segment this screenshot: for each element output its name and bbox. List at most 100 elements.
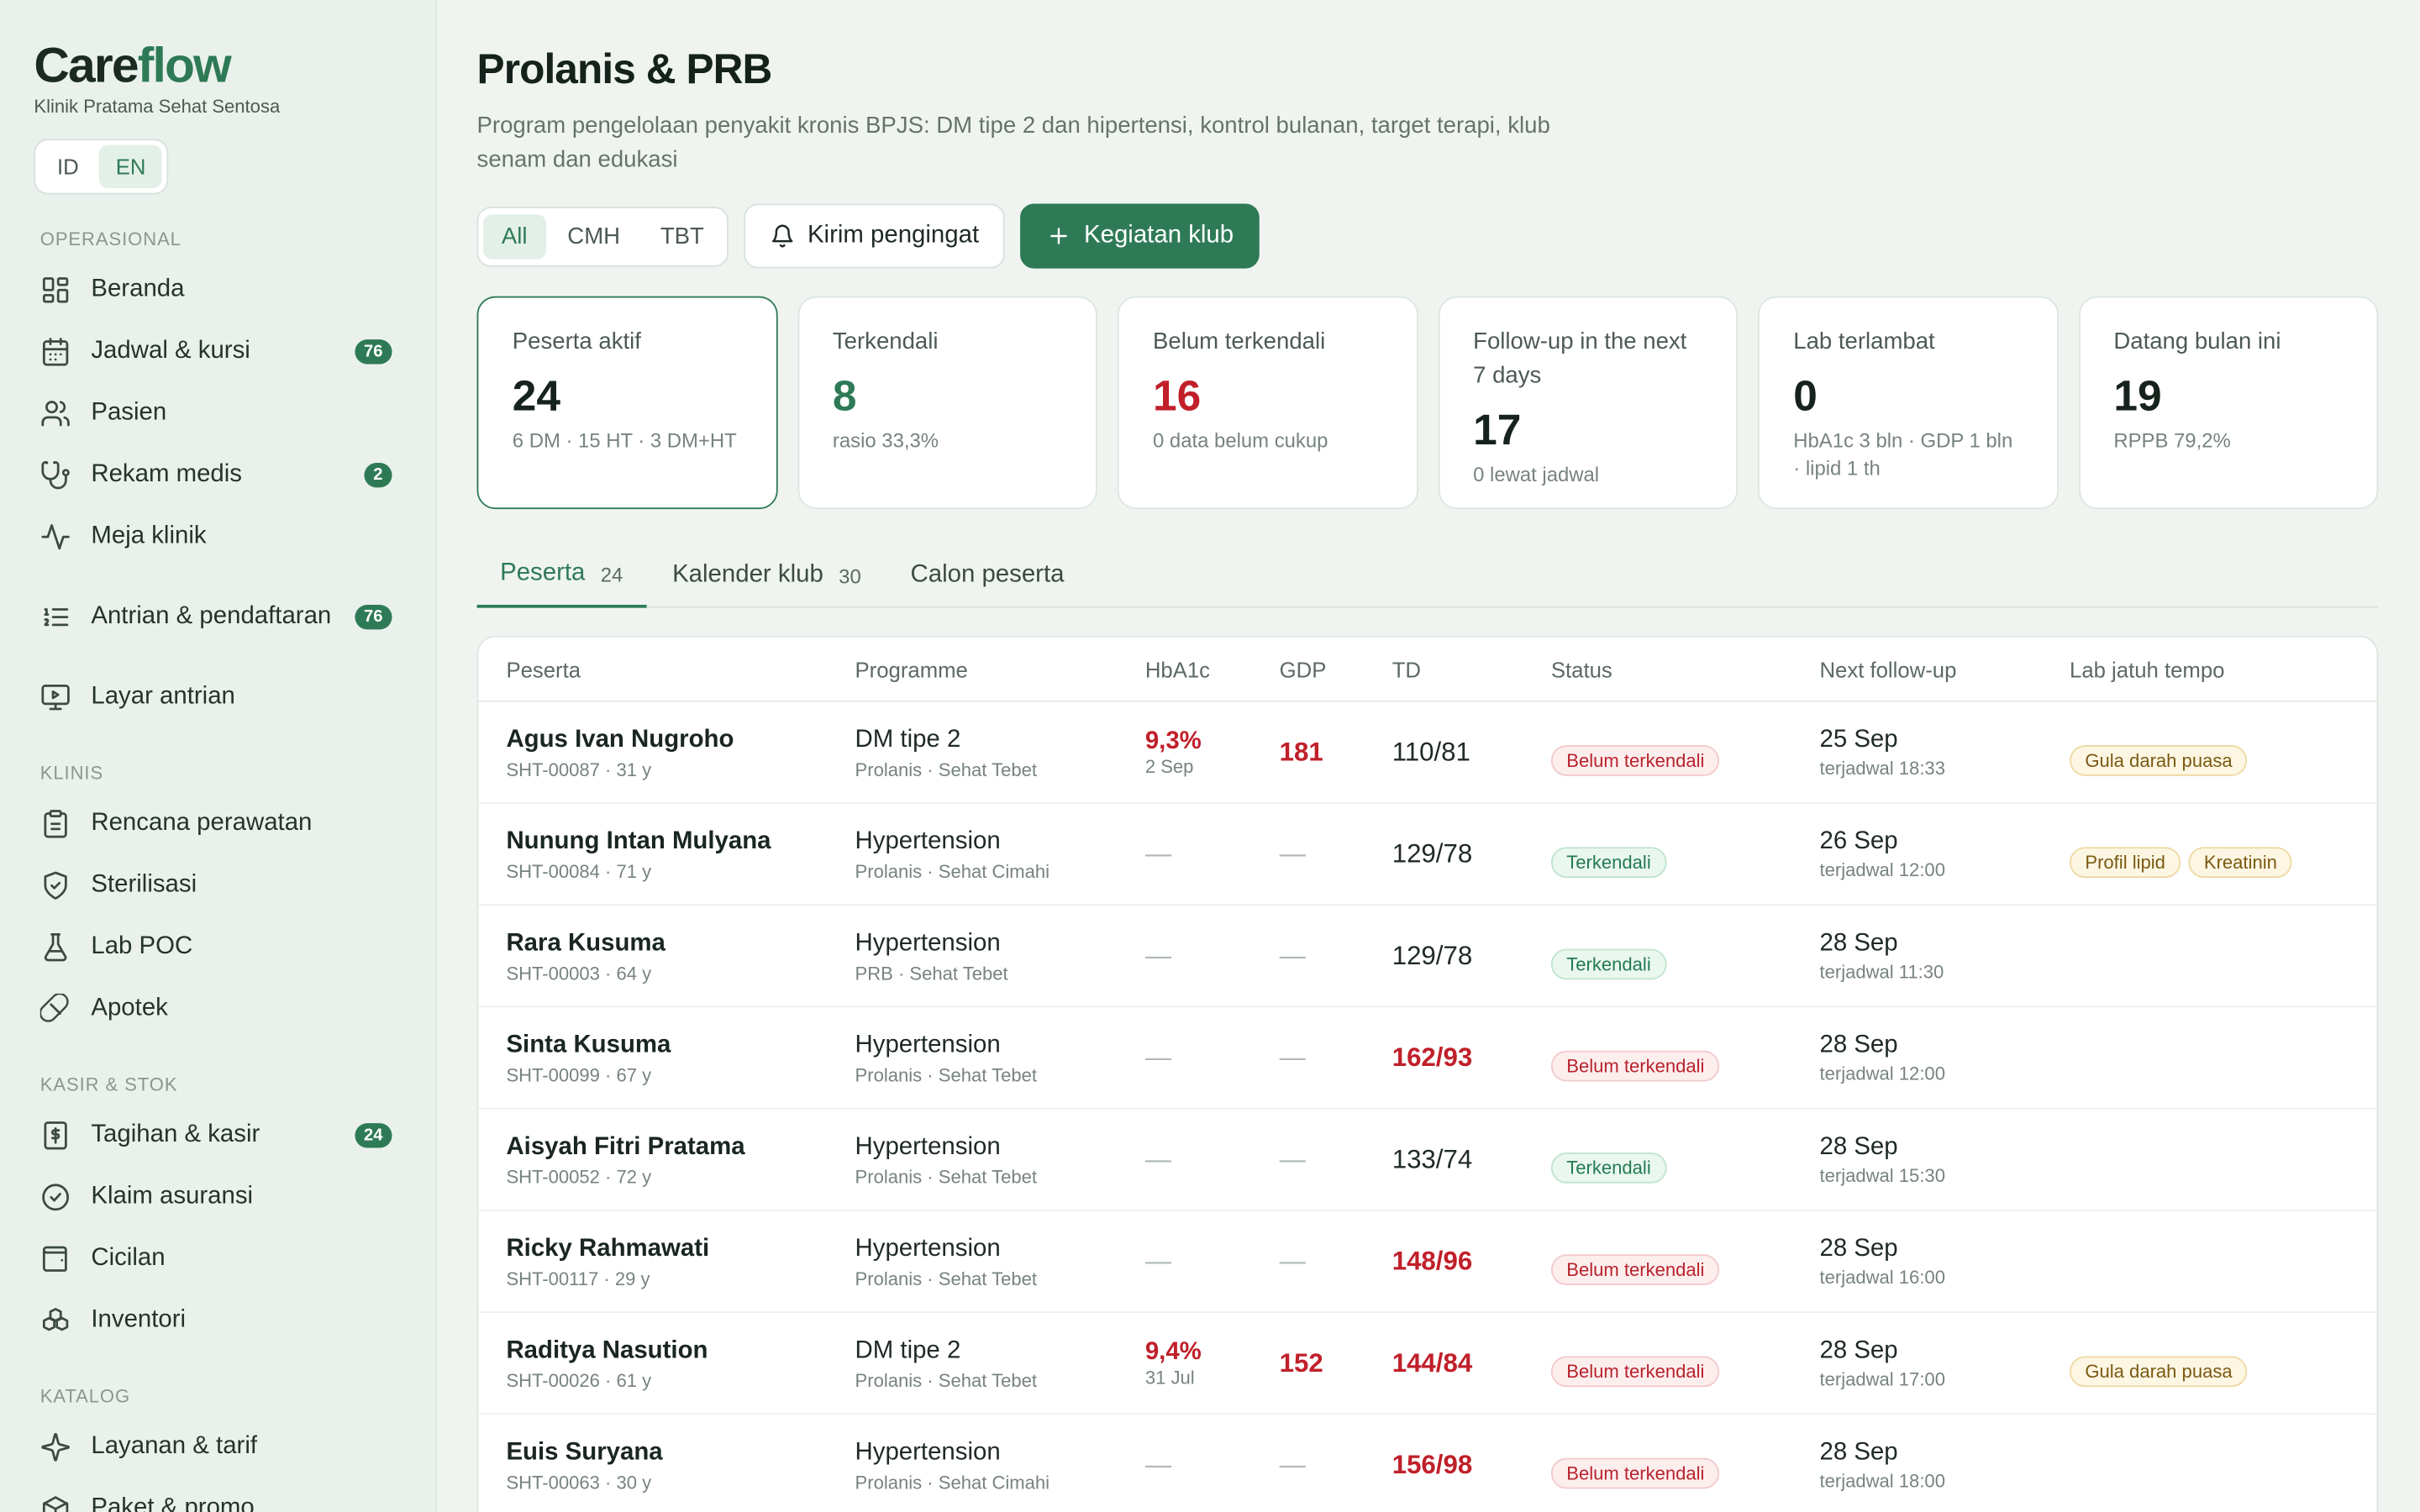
status-badge: Terkendali [1550, 846, 1667, 878]
stat-value: 16 [1153, 371, 1202, 420]
programme: Hypertension [855, 1031, 1001, 1058]
patient-name[interactable]: Euis Suryana [506, 1438, 663, 1465]
gdp-value: — [1279, 1143, 1306, 1173]
table-row[interactable]: Rara Kusuma SHT-00003 · 64 y Hypertension P… [478, 906, 2377, 1008]
table-row[interactable]: Raditya Nasution SHT-00026 · 61 y DM tipe … [478, 1313, 2377, 1415]
sidebar: Careflow Klinik Pratama Sehat Sentosa ID… [0, 0, 437, 1512]
programme: Hypertension [855, 827, 1001, 854]
boxes-icon [42, 1308, 69, 1331]
bp-value: 162/93 [1392, 1042, 1473, 1072]
column-header[interactable]: Peserta [506, 656, 581, 681]
sidebar-item-cicilan[interactable]: Cicilan [34, 1228, 397, 1289]
stat-title: Belum terkendali [1153, 328, 1326, 355]
table-row[interactable]: Aisyah Fitri Pratama SHT-00052 · 72 y Hype… [478, 1110, 2377, 1211]
gdp-value: 152 [1279, 1347, 1323, 1378]
tab-peserta[interactable]: Peserta 24 [476, 543, 646, 608]
patient-id: SHT-00026 · 61 y [506, 1369, 652, 1391]
stat-card[interactable]: Peserta aktif 24 6 DM · 15 HT · 3 DM+HT [476, 296, 777, 510]
sidebar-item-label: Sterilisasi [91, 871, 197, 898]
sidebar-item-meja-klinik[interactable]: Meja klinik [34, 506, 397, 567]
sidebar-item-lab-poc[interactable]: Lab POC [34, 916, 397, 978]
sidebar-item-label: Cicilan [91, 1245, 166, 1272]
club-activity-button[interactable]: Kegiatan klub [1020, 203, 1260, 269]
sidebar-item-apotek[interactable]: Apotek [34, 978, 397, 1039]
stat-card[interactable]: Follow-up in the next 7 days 17 0 lewat ja… [1437, 296, 1739, 510]
patient-id: SHT-00003 · 64 y [506, 962, 652, 984]
column-header[interactable]: TD [1392, 656, 1421, 681]
sidebar-item-klaim-asuransi[interactable]: Klaim asuransi [34, 1167, 397, 1228]
gdp-value: 181 [1279, 737, 1323, 766]
tab-count: 30 [839, 564, 861, 587]
stat-card[interactable]: Lab terlambat 0 HbA1c 3 bln · GDP 1 bln · … [1758, 296, 2059, 510]
tab-calon-peserta[interactable]: Calon peserta [910, 561, 1065, 588]
sidebar-item-layanan-tarif[interactable]: Layanan & tarif [34, 1416, 397, 1478]
badge-check-icon [42, 1184, 70, 1211]
column-header[interactable]: Status [1550, 656, 1612, 681]
programme-sub: Prolanis · Sehat Tebet [855, 1063, 1038, 1086]
patient-id: SHT-00087 · 31 y [506, 758, 652, 780]
followup-time: terjadwal 15:30 [1819, 1163, 1945, 1186]
sidebar-item-tagihan-kasir[interactable]: Tagihan & kasir 24 [34, 1105, 397, 1166]
stat-card[interactable]: Terkendali 8 rasio 33,3% [797, 296, 1097, 510]
table-row[interactable]: Nunung Intan Mulyana SHT-00084 · 71 y Hype… [478, 804, 2377, 906]
sidebar-item-label: Paket & promo [91, 1494, 255, 1512]
stat-title: Datang bulan ini [2113, 328, 2281, 355]
patient-name[interactable]: Agus Ivan Nugroho [506, 726, 734, 753]
patient-name[interactable]: Nunung Intan Mulyana [506, 827, 771, 854]
programme-sub: Prolanis · Sehat Tebet [855, 1165, 1038, 1188]
column-header[interactable]: HbA1c [1144, 656, 1211, 681]
stat-card[interactable]: Datang bulan ini 19 RPPB 79,2% [2078, 296, 2379, 510]
patient-name[interactable]: Aisyah Fitri Pratama [506, 1133, 745, 1160]
table-row[interactable]: Euis Suryana SHT-00063 · 30 y Hypertension… [478, 1415, 2376, 1512]
sidebar-item-beranda[interactable]: Beranda [34, 260, 397, 321]
column-header[interactable]: Next follow-up [1819, 656, 1957, 681]
table-row[interactable]: Ricky Rahmawati SHT-00117 · 29 y Hypertens… [478, 1211, 2377, 1314]
sidebar-item-antrian-pendaftaran[interactable]: Antrian & pendaftaran 76 [34, 568, 397, 667]
sidebar-item-paket-promo[interactable]: Paket & promo [34, 1478, 397, 1512]
sidebar-item-pasien[interactable]: Pasien [34, 383, 397, 444]
sidebar-item-inventori[interactable]: Inventori [34, 1289, 397, 1351]
patient-name[interactable]: Rara Kusuma [506, 929, 666, 956]
stat-card[interactable]: Belum terkendali 16 0 data belum cukup [1117, 296, 1418, 510]
count-badge: 76 [354, 339, 392, 365]
patient-id: SHT-00099 · 67 y [506, 1063, 652, 1086]
filter-cmh[interactable]: CMH [567, 223, 621, 249]
sidebar-item-rekam-medis[interactable]: Rekam medis 2 [34, 444, 397, 506]
column-header[interactable]: Programme [855, 656, 968, 681]
status-badge: Belum terkendali [1550, 1253, 1720, 1285]
sidebar-item-sterilisasi[interactable]: Sterilisasi [34, 855, 397, 916]
sidebar-item-jadwal-kursi[interactable]: Jadwal & kursi 76 [34, 321, 397, 382]
stat-note: RPPB 79,2% [2113, 428, 2231, 453]
stat-value: 0 [1793, 371, 1818, 420]
lang-en[interactable]: EN [98, 144, 163, 189]
sidebar-item-label: Pasien [91, 399, 167, 426]
column-header[interactable]: Lab jatuh tempo [2070, 656, 2225, 681]
sidebar-item-label: Lab POC [91, 933, 193, 960]
patient-name[interactable]: Raditya Nasution [506, 1336, 708, 1363]
programme: DM tipe 2 [855, 1336, 961, 1363]
filter-tbt[interactable]: TBT [660, 223, 704, 249]
sidebar-item-label: Inventori [91, 1306, 187, 1333]
followup-date: 26 Sep [1819, 827, 1898, 854]
sidebar-item-label: Rencana perawatan [91, 810, 313, 837]
column-header[interactable]: GDP [1279, 656, 1327, 681]
lang-id[interactable]: ID [56, 154, 79, 180]
table-row[interactable]: Agus Ivan Nugroho SHT-00087 · 31 y DM tipe… [478, 702, 2377, 804]
plus-icon [1050, 228, 1068, 244]
sidebar-item-layar-antrian[interactable]: Layar antrian [34, 666, 397, 727]
sidebar-item-label: Tagihan & kasir [91, 1121, 260, 1148]
patient-name[interactable]: Sinta Kusuma [506, 1031, 671, 1058]
filter-all[interactable]: All [482, 213, 546, 259]
tab-count: 24 [600, 562, 623, 586]
send-reminder-button[interactable]: Kirim pengingat [744, 203, 1006, 269]
followup-date: 28 Sep [1819, 1133, 1898, 1160]
patient-id: SHT-00084 · 71 y [506, 859, 652, 882]
table-row[interactable]: Sinta Kusuma SHT-00099 · 67 y Hypertension… [478, 1007, 2377, 1110]
sidebar-item-rencana-perawatan[interactable]: Rencana perawatan [34, 793, 397, 854]
lab-due-tag: Gula darah puasa [2070, 744, 2248, 775]
main-content: Prolanis & PRB Program pengelolaan penya… [437, 0, 2420, 1512]
calendar-icon [42, 338, 69, 366]
app-logo[interactable]: Careflow [34, 37, 231, 93]
patient-name[interactable]: Ricky Rahmawati [506, 1235, 710, 1262]
tab-kalender-klub[interactable]: Kalender klub 30 [672, 561, 861, 588]
